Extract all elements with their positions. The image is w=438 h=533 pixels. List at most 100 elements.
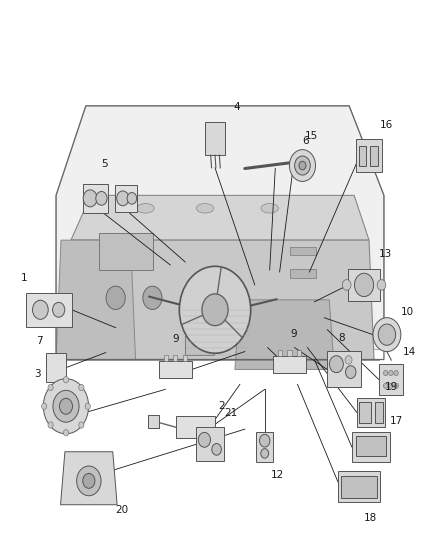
Circle shape [389, 383, 393, 389]
Bar [273, 356, 306, 373]
Polygon shape [61, 240, 374, 360]
Text: 19: 19 [385, 382, 399, 392]
Text: 9: 9 [172, 334, 179, 344]
Ellipse shape [137, 204, 154, 213]
Circle shape [329, 356, 343, 373]
Polygon shape [71, 196, 369, 240]
Bar [327, 351, 361, 387]
Circle shape [64, 377, 69, 383]
Circle shape [259, 434, 270, 447]
Bar [205, 122, 225, 155]
Bar [297, 350, 301, 356]
Circle shape [42, 403, 47, 409]
Bar [159, 361, 191, 378]
Circle shape [354, 273, 374, 296]
Bar [26, 293, 72, 327]
Circle shape [79, 422, 84, 428]
Circle shape [127, 192, 137, 204]
Ellipse shape [196, 204, 214, 213]
Circle shape [261, 449, 268, 458]
Bar [196, 427, 224, 461]
Circle shape [143, 286, 162, 310]
Circle shape [48, 422, 53, 428]
Text: 14: 14 [403, 347, 416, 357]
Bar [359, 146, 367, 166]
Bar [356, 436, 386, 456]
Polygon shape [56, 240, 135, 360]
Polygon shape [56, 106, 384, 350]
Circle shape [83, 190, 97, 207]
Circle shape [96, 191, 107, 205]
Text: 6: 6 [302, 136, 309, 146]
Text: 20: 20 [115, 505, 128, 515]
Circle shape [384, 370, 388, 376]
Bar [99, 233, 153, 270]
Bar [374, 402, 383, 423]
Bar [341, 476, 377, 498]
Text: 9: 9 [290, 329, 297, 339]
Text: 15: 15 [304, 131, 318, 141]
Circle shape [53, 390, 79, 422]
Text: 16: 16 [380, 120, 393, 130]
Bar [287, 350, 292, 356]
Circle shape [117, 191, 129, 206]
Text: 5: 5 [101, 159, 108, 169]
Polygon shape [60, 451, 117, 505]
Bar [357, 139, 381, 172]
Circle shape [77, 466, 101, 496]
Circle shape [48, 384, 53, 391]
Circle shape [377, 280, 386, 290]
Circle shape [290, 150, 315, 181]
Circle shape [60, 398, 73, 414]
Text: 12: 12 [271, 470, 284, 480]
Circle shape [83, 473, 95, 488]
Circle shape [384, 383, 388, 389]
Circle shape [378, 324, 396, 345]
Text: 3: 3 [34, 369, 41, 379]
Bar [379, 364, 403, 395]
Ellipse shape [261, 204, 279, 213]
Circle shape [394, 383, 398, 389]
Circle shape [346, 366, 356, 378]
Circle shape [295, 156, 310, 175]
Bar [148, 415, 159, 429]
Bar [46, 353, 67, 382]
Circle shape [394, 370, 398, 376]
Bar [185, 325, 213, 354]
Bar [338, 472, 381, 502]
Circle shape [202, 294, 228, 326]
Circle shape [64, 430, 69, 436]
Circle shape [345, 356, 352, 364]
Bar [348, 269, 380, 301]
Text: 17: 17 [390, 416, 403, 425]
Circle shape [389, 370, 393, 376]
Circle shape [179, 266, 251, 353]
Circle shape [106, 286, 125, 310]
Bar [371, 146, 378, 166]
Circle shape [53, 302, 65, 317]
Text: 10: 10 [401, 308, 414, 317]
Bar [290, 270, 316, 278]
Bar [183, 354, 187, 361]
Circle shape [43, 378, 88, 434]
Text: 2: 2 [218, 401, 225, 411]
Circle shape [373, 318, 401, 352]
Text: 4: 4 [233, 102, 240, 112]
Bar [352, 432, 390, 462]
Text: 18: 18 [364, 513, 377, 522]
Bar [163, 354, 168, 361]
Circle shape [299, 161, 306, 170]
Circle shape [212, 443, 221, 455]
Text: 7: 7 [36, 336, 43, 346]
Circle shape [85, 403, 90, 409]
Text: 1: 1 [21, 273, 27, 283]
Bar [173, 354, 177, 361]
Bar [290, 247, 316, 255]
Circle shape [198, 432, 211, 447]
Bar [357, 398, 385, 427]
Bar [278, 350, 282, 356]
Circle shape [32, 300, 48, 319]
Circle shape [79, 384, 84, 391]
Bar [176, 416, 215, 438]
Bar [83, 184, 109, 213]
